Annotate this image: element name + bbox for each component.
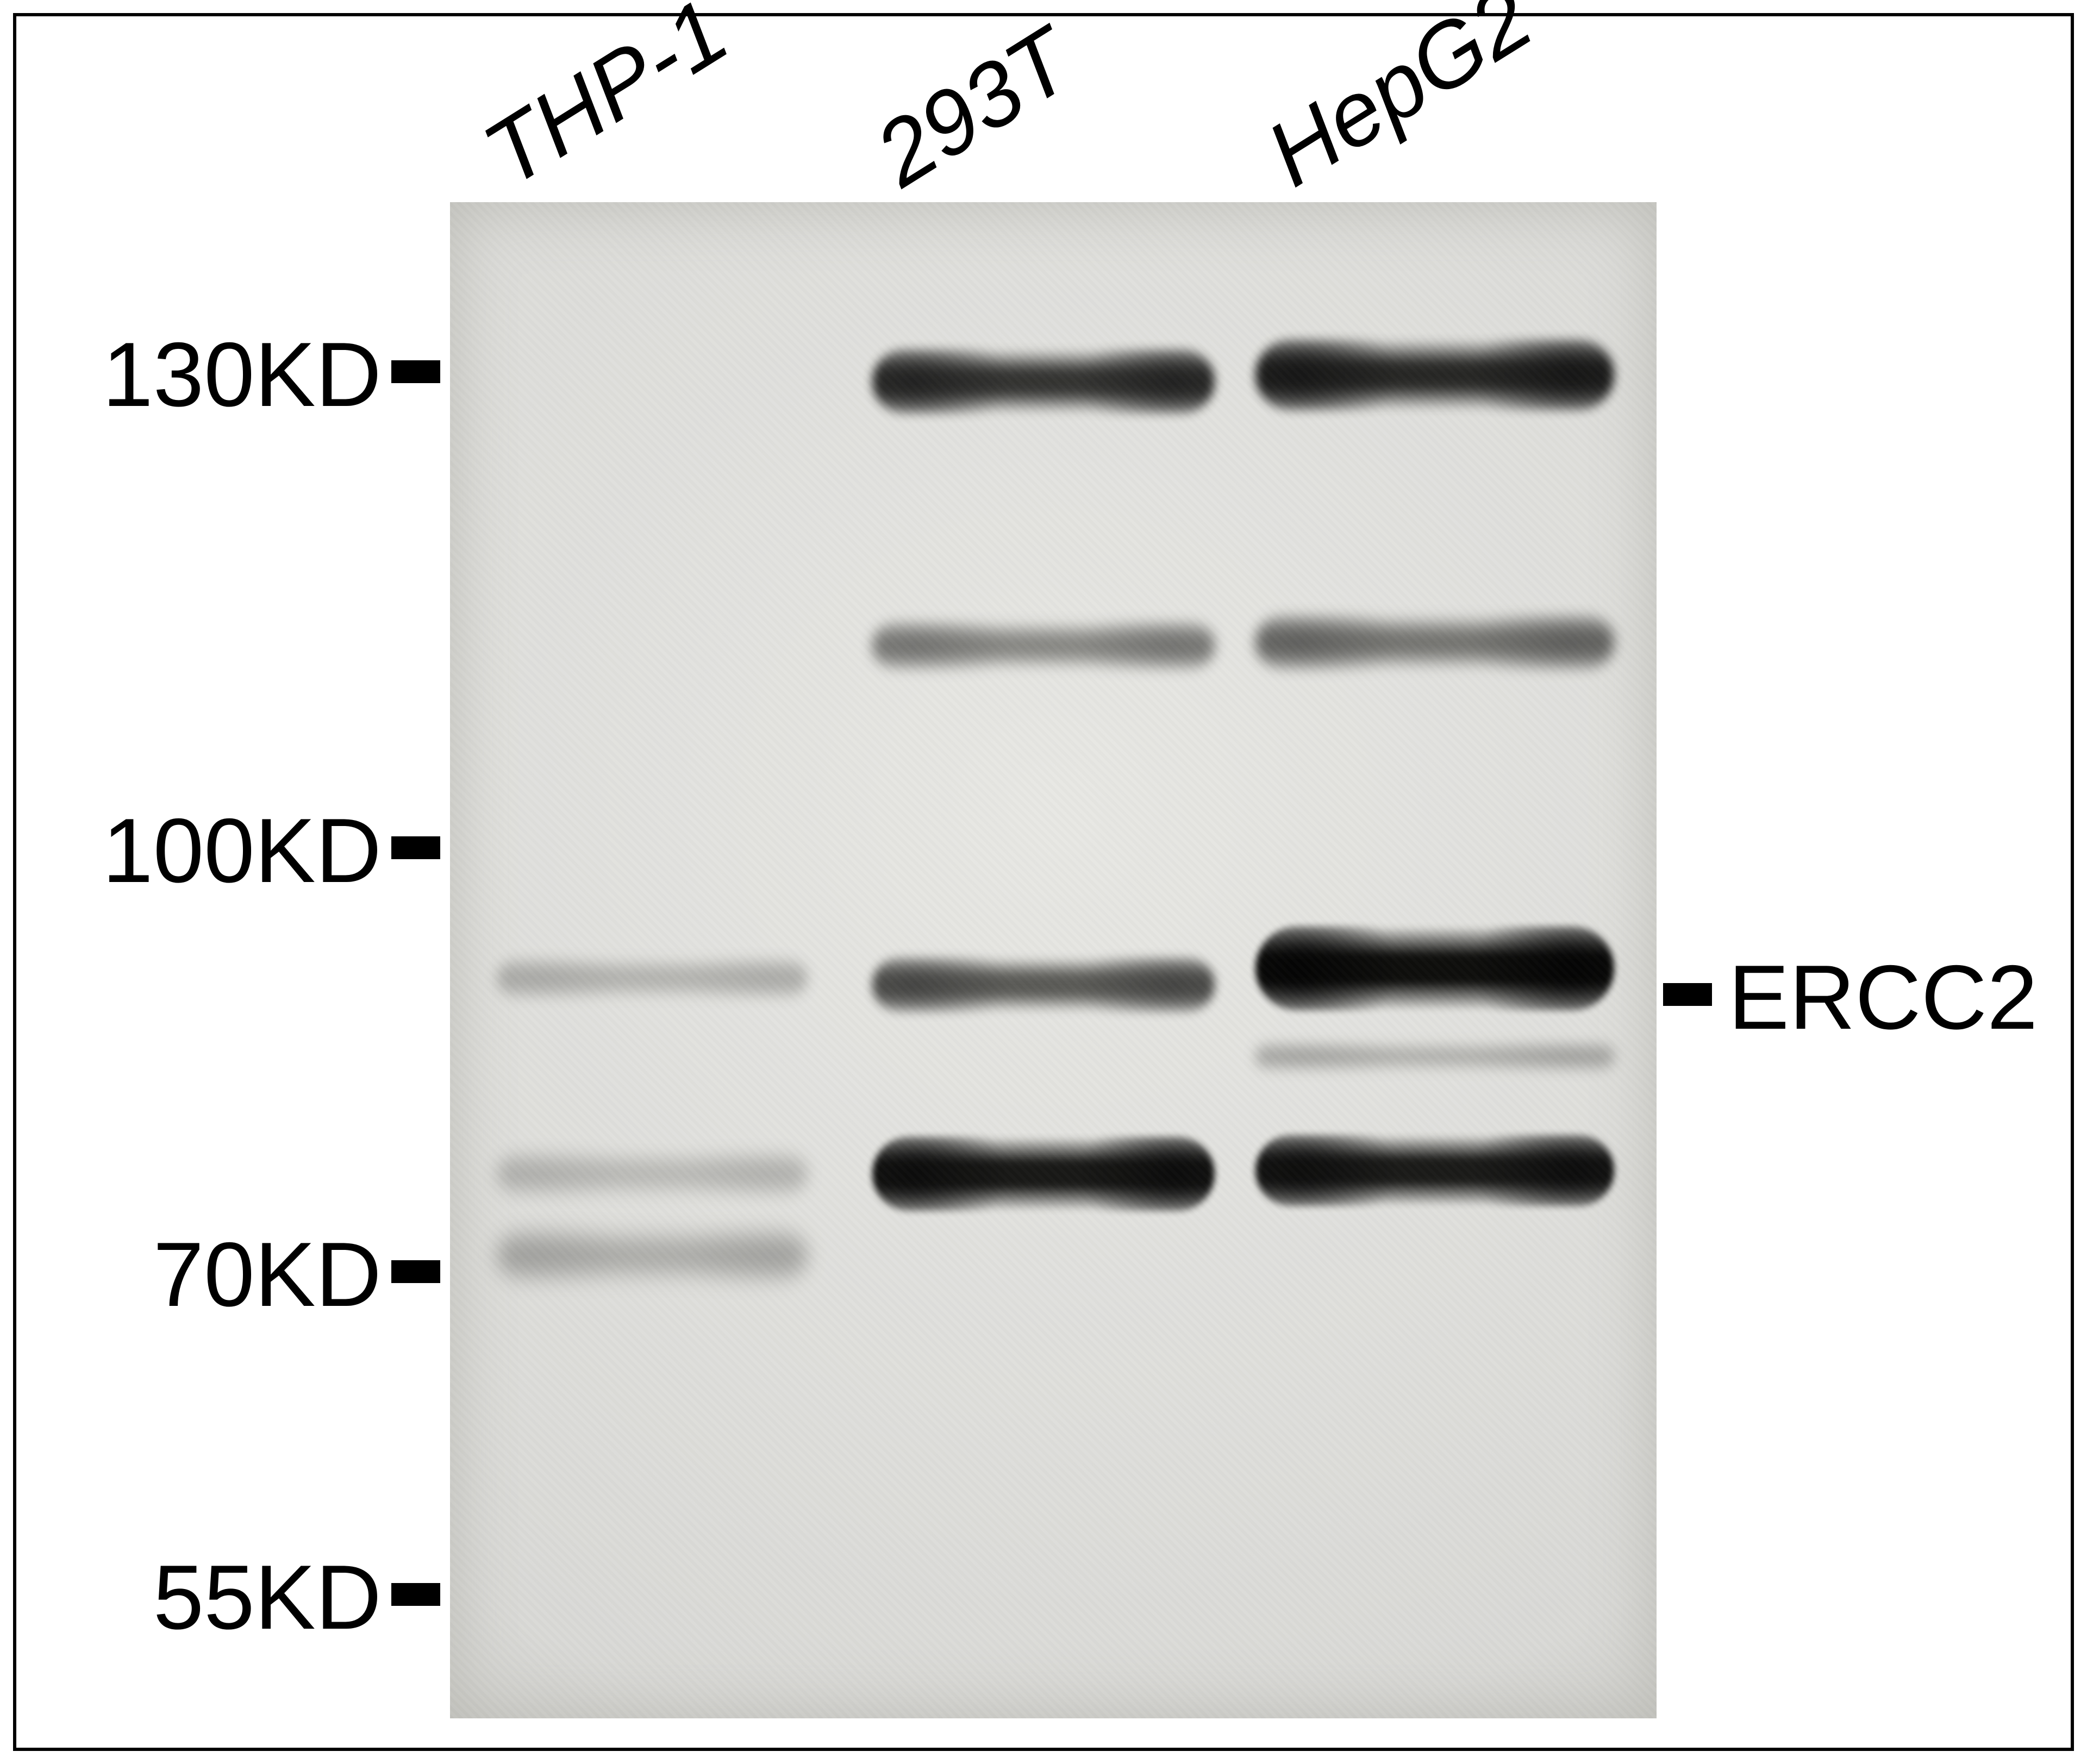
mw-tick-2 [391,1260,440,1283]
target-label: ERCC2 [1728,944,2038,1050]
band-3 [872,349,1215,414]
band-7 [1255,339,1614,411]
band-9 [1255,926,1614,1011]
band-6 [872,1136,1215,1211]
mw-label-3: 55KD [153,1544,382,1650]
mw-label-1: 100KD [102,798,382,904]
mw-tick-0 [391,360,440,383]
band-2 [497,1228,807,1283]
mw-tick-3 [391,1583,440,1606]
band-10 [1255,1042,1614,1071]
blot-membrane [450,202,1657,1718]
band-5 [872,957,1215,1012]
mw-label-0: 130KD [102,322,382,428]
band-4 [872,621,1215,670]
band-8 [1255,615,1614,670]
mw-tick-1 [391,836,440,859]
band-1 [497,1151,807,1197]
band-0 [497,957,807,999]
figure-container: 130KD 100KD 70KD 55KD THP-1 293T HepG2 E… [0,0,2087,1764]
target-tick [1663,983,1712,1006]
mw-label-2: 70KD [153,1222,382,1328]
band-11 [1255,1135,1614,1206]
